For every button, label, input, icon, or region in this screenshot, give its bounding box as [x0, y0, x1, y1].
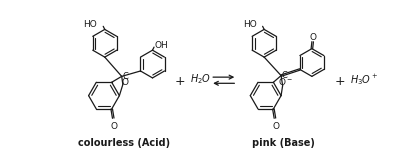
Text: $H_2O$: $H_2O$ [190, 73, 212, 86]
Text: +: + [174, 75, 185, 88]
Text: C: C [122, 72, 128, 81]
Text: O: O [111, 122, 118, 131]
Text: +: + [334, 75, 345, 88]
Text: C: C [282, 71, 288, 80]
Text: OH: OH [155, 41, 169, 50]
Text: $H_3O^+$: $H_3O^+$ [350, 72, 378, 87]
Text: O: O [122, 78, 129, 87]
Text: O: O [272, 122, 279, 131]
Text: HO: HO [243, 19, 256, 29]
Text: HO: HO [83, 19, 97, 29]
Text: O$^-$: O$^-$ [278, 76, 293, 87]
Text: pink (Base): pink (Base) [252, 138, 315, 148]
Text: colourless (Acid): colourless (Acid) [78, 138, 170, 148]
Text: O: O [310, 33, 317, 42]
